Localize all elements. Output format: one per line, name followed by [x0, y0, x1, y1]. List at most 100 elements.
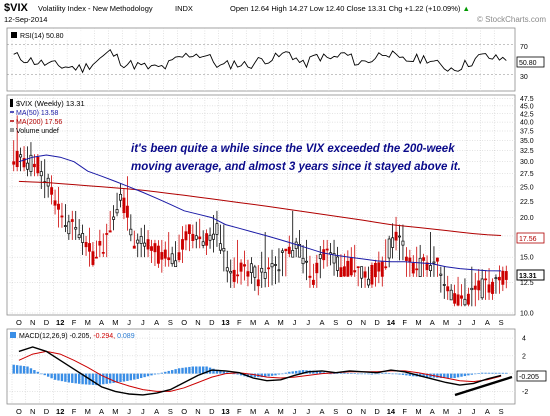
- candle-body: [373, 262, 377, 278]
- x-tick-label: S: [333, 318, 338, 327]
- x-tick-label: N: [30, 318, 35, 327]
- macd-histogram-bar: [184, 367, 188, 374]
- macd-histogram-bar: [291, 371, 294, 374]
- macd-histogram-bar: [26, 366, 29, 374]
- macd-histogram-bar: [60, 373, 64, 382]
- candle-body: [53, 200, 57, 206]
- macd-histogram-bar: [19, 365, 22, 374]
- macd-histogram-bar: [122, 373, 126, 382]
- candle-body: [260, 267, 264, 273]
- macd-histogram-bar: [339, 372, 343, 374]
- candle-body: [387, 238, 391, 259]
- macd-histogram-bar: [377, 373, 381, 375]
- candle-body: [246, 271, 250, 277]
- macd-histogram-bar: [367, 373, 370, 375]
- x-tick-label: 13: [221, 407, 229, 416]
- ma200-line: [18, 180, 502, 236]
- candle-body: [163, 249, 167, 259]
- x-tick-label: S: [499, 318, 504, 327]
- candle-body: [94, 256, 98, 259]
- macd-histogram-bar: [95, 373, 98, 386]
- macd-signal-line: [18, 350, 502, 392]
- macd-histogram-bar: [81, 373, 84, 385]
- macd-histogram-bar: [150, 373, 153, 376]
- macd-histogram-bar: [46, 373, 50, 377]
- macd-histogram-bar: [84, 373, 88, 385]
- x-tick-label: J: [458, 318, 462, 327]
- candle-body: [105, 233, 109, 235]
- macd-panel: 420-2 MACD(12,26,9) -0.205, -0.294, 0.08…: [6, 328, 547, 405]
- candle-body: [415, 268, 419, 271]
- macd-histogram-bar: [119, 373, 122, 383]
- macd-histogram-bar: [405, 373, 408, 376]
- price-tick-label: 32.5: [520, 148, 534, 155]
- candle-body: [136, 239, 140, 244]
- x-tick-label: M: [443, 407, 449, 416]
- candle-body: [215, 223, 219, 235]
- macd-histogram-bar: [157, 373, 160, 375]
- candle-body: [74, 227, 78, 230]
- candle-body: [284, 248, 288, 252]
- macd-histogram-bar: [346, 372, 350, 374]
- price-tick-label: 47.5: [520, 96, 534, 103]
- candle-body: [449, 289, 453, 301]
- x-tick-label: M: [278, 407, 284, 416]
- macd-histogram-bar: [263, 373, 267, 377]
- macd-histogram-bar: [384, 372, 387, 374]
- macd-histogram-bar: [436, 373, 439, 378]
- macd-histogram-bar: [387, 373, 391, 374]
- candle-body: [253, 266, 257, 278]
- macd-histogram-bar: [381, 373, 384, 374]
- candle-body: [446, 286, 450, 292]
- candle-body: [81, 233, 85, 243]
- macd-histogram-bar: [456, 373, 460, 378]
- macd-histogram-bar: [139, 373, 143, 379]
- annotation-line-1: it's been quite a while since the VIX ex…: [131, 143, 455, 155]
- candle-body: [191, 233, 195, 241]
- x-tick-label: M: [278, 318, 284, 327]
- candle-body: [318, 254, 322, 259]
- candle-body: [487, 284, 491, 293]
- macd-histogram-bar: [463, 373, 467, 377]
- ma50-legend: MA(50) 13.58: [16, 110, 59, 117]
- macd-histogram-bar: [501, 372, 505, 374]
- x-tick-label: A: [154, 318, 159, 327]
- candle-body: [439, 273, 443, 276]
- watermark: © StockCharts.com: [477, 15, 546, 24]
- macd-histogram-bar: [22, 366, 26, 374]
- candle-body: [491, 281, 494, 294]
- macd-histogram-bar: [484, 372, 487, 374]
- candle-body: [404, 256, 408, 261]
- x-tick-label: S: [333, 407, 338, 416]
- macd-histogram-bar: [198, 366, 201, 374]
- macd-histogram-bar: [40, 373, 43, 375]
- x-tick-label: F: [402, 407, 407, 416]
- x-tick-label: A: [319, 407, 324, 416]
- candle-body: [98, 240, 102, 246]
- x-tick-label: S: [168, 407, 173, 416]
- rsi-line: [13, 48, 507, 74]
- macd-histogram-bar: [425, 373, 429, 378]
- macd-histogram-bar: [146, 373, 150, 377]
- macd-histogram-bar: [215, 369, 219, 374]
- x-tick-label: J: [141, 407, 145, 416]
- candle-body: [129, 228, 133, 236]
- macd-histogram-bar: [474, 373, 477, 375]
- x-tick-label: M: [415, 407, 421, 416]
- candle-body: [122, 197, 126, 214]
- x-tick-label: O: [16, 318, 22, 327]
- candle-body: [377, 262, 381, 272]
- macd-histogram-bar: [29, 368, 33, 374]
- candle-body: [277, 269, 281, 272]
- x-axis-macd: O N D 12 F M A M J J A S O N D 13 F M A M J J A S O N D 14 F M A M J J A S: [16, 407, 504, 416]
- x-tick-label: A: [319, 318, 324, 327]
- candle-body: [494, 277, 498, 280]
- candle-body: [15, 150, 19, 168]
- macd-histogram-bar: [374, 373, 377, 375]
- macd-histogram-bar: [36, 371, 40, 374]
- macd-histogram-bar: [477, 373, 480, 374]
- candle-body: [504, 271, 508, 280]
- macd-histogram-bar: [443, 373, 446, 379]
- annotation-line-2: moving average, and almost 3 years since…: [131, 161, 461, 173]
